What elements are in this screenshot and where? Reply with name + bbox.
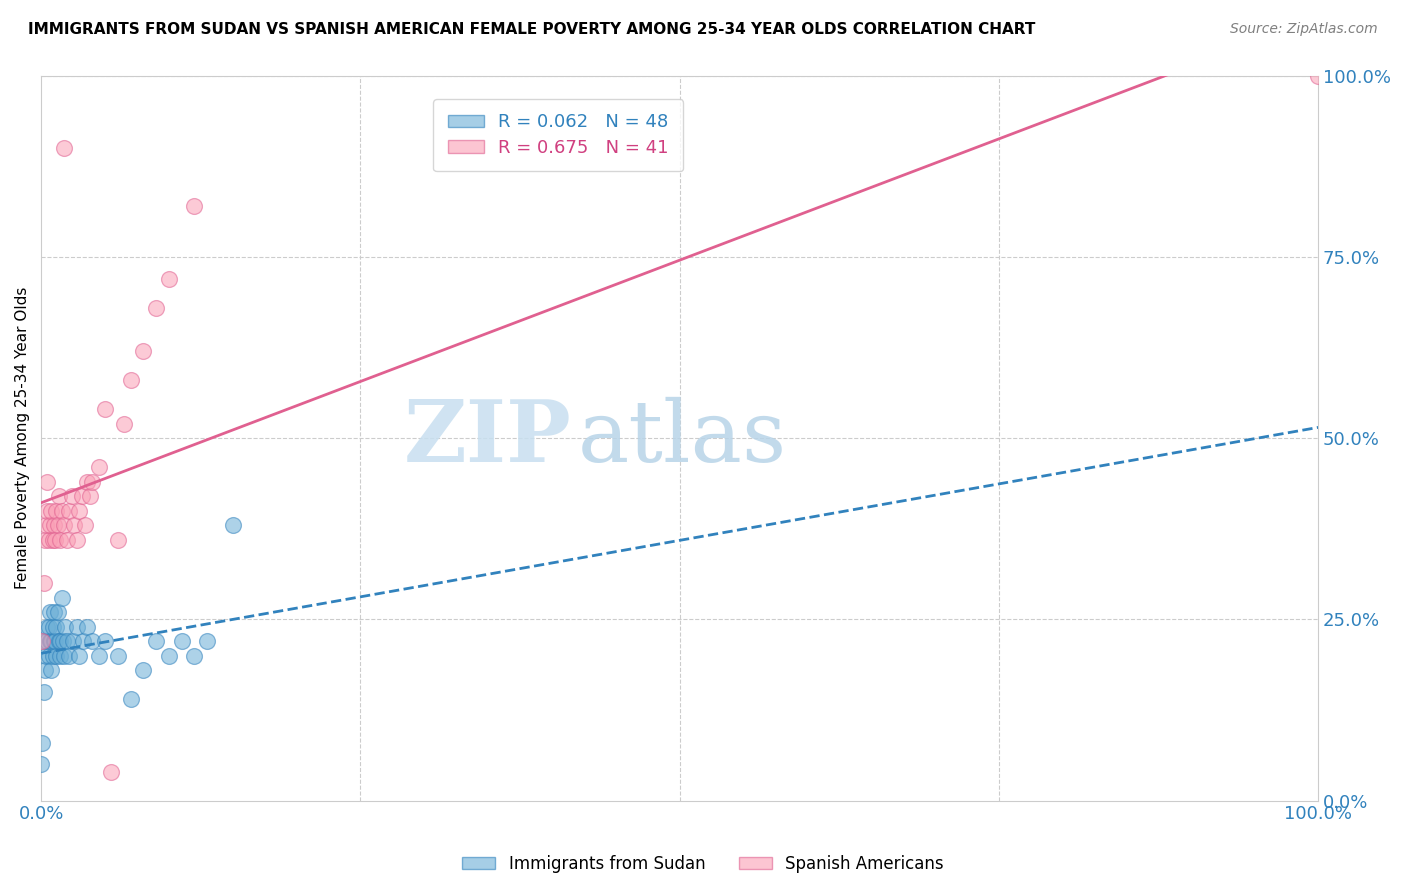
Point xyxy=(41,533,63,547)
Point xyxy=(45,619,67,633)
Point xyxy=(63,518,86,533)
Point xyxy=(221,518,243,533)
Point xyxy=(44,533,66,547)
Point xyxy=(38,648,60,663)
Point xyxy=(66,533,89,547)
Point xyxy=(34,663,56,677)
Point xyxy=(73,518,96,533)
Point xyxy=(48,489,70,503)
Point xyxy=(170,634,193,648)
Text: IMMIGRANTS FROM SUDAN VS SPANISH AMERICAN FEMALE POVERTY AMONG 25-34 YEAR OLDS C: IMMIGRANTS FROM SUDAN VS SPANISH AMERICA… xyxy=(28,22,1035,37)
Point xyxy=(51,503,73,517)
Point xyxy=(112,417,135,431)
Point xyxy=(46,605,69,619)
Point xyxy=(82,475,104,489)
Point xyxy=(41,634,63,648)
Point xyxy=(76,619,98,633)
Point xyxy=(76,475,98,489)
Point xyxy=(87,648,110,663)
Point xyxy=(39,634,62,648)
Point xyxy=(49,634,72,648)
Point xyxy=(53,141,76,155)
Point xyxy=(53,518,76,533)
Point xyxy=(41,619,63,633)
Point xyxy=(41,648,63,663)
Legend: R = 0.062   N = 48, R = 0.675   N = 41: R = 0.062 N = 48, R = 0.675 N = 41 xyxy=(433,99,683,171)
Point xyxy=(34,533,56,547)
Point xyxy=(55,634,77,648)
Point xyxy=(60,489,83,503)
Point xyxy=(42,634,65,648)
Point xyxy=(53,619,76,633)
Point xyxy=(132,344,155,359)
Point xyxy=(107,648,129,663)
Point xyxy=(157,271,180,285)
Point xyxy=(48,634,70,648)
Point xyxy=(87,460,110,475)
Point xyxy=(30,757,52,772)
Point xyxy=(42,605,65,619)
Point xyxy=(94,402,117,417)
Point xyxy=(82,634,104,648)
Point xyxy=(32,685,55,699)
Point xyxy=(45,503,67,517)
Point xyxy=(37,475,59,489)
Point xyxy=(39,518,62,533)
Point xyxy=(38,533,60,547)
Point xyxy=(32,576,55,591)
Point xyxy=(58,648,80,663)
Point xyxy=(70,489,93,503)
Point xyxy=(107,533,129,547)
Point xyxy=(157,648,180,663)
Point xyxy=(94,634,117,648)
Point xyxy=(72,634,94,648)
Legend: Immigrants from Sudan, Spanish Americans: Immigrants from Sudan, Spanish Americans xyxy=(456,848,950,880)
Point xyxy=(62,634,84,648)
Point xyxy=(49,533,72,547)
Point xyxy=(42,518,65,533)
Point xyxy=(46,518,69,533)
Point xyxy=(35,648,58,663)
Text: ZIP: ZIP xyxy=(404,396,571,480)
Point xyxy=(41,663,63,677)
Point xyxy=(31,634,53,648)
Point xyxy=(31,736,53,750)
Y-axis label: Female Poverty Among 25-34 Year Olds: Female Poverty Among 25-34 Year Olds xyxy=(15,287,30,590)
Point xyxy=(132,663,155,677)
Point xyxy=(35,518,58,533)
Point xyxy=(58,503,80,517)
Point xyxy=(53,648,76,663)
Text: atlas: atlas xyxy=(578,396,786,480)
Point xyxy=(52,634,75,648)
Point xyxy=(67,648,90,663)
Point xyxy=(37,634,59,648)
Point xyxy=(38,619,60,633)
Point xyxy=(45,648,67,663)
Point xyxy=(51,591,73,605)
Text: Source: ZipAtlas.com: Source: ZipAtlas.com xyxy=(1230,22,1378,37)
Point xyxy=(34,634,56,648)
Point xyxy=(120,373,142,387)
Point xyxy=(145,634,167,648)
Point xyxy=(39,605,62,619)
Point xyxy=(145,301,167,315)
Point xyxy=(183,199,205,213)
Point xyxy=(41,503,63,517)
Point xyxy=(66,619,89,633)
Point xyxy=(55,533,77,547)
Point xyxy=(67,503,90,517)
Point xyxy=(183,648,205,663)
Point xyxy=(37,619,59,633)
Point xyxy=(79,489,101,503)
Point xyxy=(195,634,218,648)
Point xyxy=(1308,69,1330,83)
Point xyxy=(100,764,122,779)
Point xyxy=(37,503,59,517)
Point xyxy=(120,692,142,706)
Point xyxy=(49,648,72,663)
Point xyxy=(44,634,66,648)
